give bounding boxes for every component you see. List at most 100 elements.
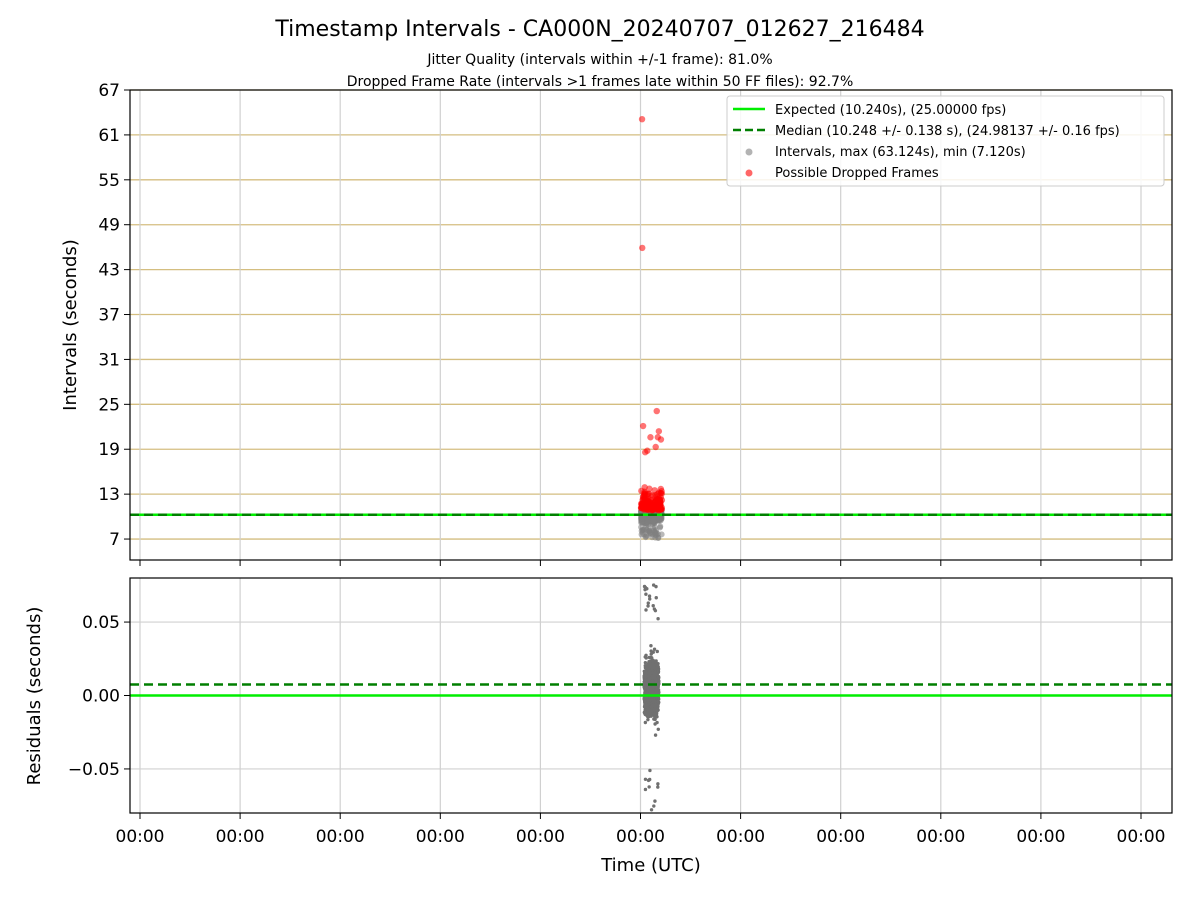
dropped-frame-point [646, 490, 653, 497]
residual-point [644, 608, 648, 612]
residual-point [653, 799, 657, 803]
residual-point [653, 715, 657, 719]
top-ytick-label: 7 [109, 530, 120, 550]
dropped-frame-point [639, 244, 646, 252]
legend-median-label: Median (10.248 +/- 0.138 s), (24.98137 +… [775, 124, 1120, 139]
residual-point [644, 685, 649, 689]
residual-point [646, 717, 650, 722]
top-ytick-label: 61 [98, 126, 120, 146]
dropped-frame-point [658, 496, 666, 504]
bottom-xtick-label: 00:00 [216, 827, 265, 847]
dropped-frame-point [651, 487, 658, 494]
residual-point [655, 664, 660, 668]
dropped-frame-point [657, 436, 665, 443]
residual-point [657, 681, 661, 686]
residual-point [653, 667, 658, 671]
residual-point [643, 660, 648, 665]
residual-point [649, 655, 653, 660]
residual-point [653, 712, 657, 716]
residual-point [657, 700, 661, 705]
legend-intervals-label: Intervals, max (63.124s), min (7.120s) [775, 145, 1026, 160]
top-ytick-label: 13 [98, 485, 120, 505]
bottom-ytick-label: 0.00 [82, 687, 120, 707]
residual-point [655, 649, 659, 654]
bottom-scatter [642, 583, 661, 812]
residual-point [646, 778, 651, 783]
dropped-frame-point [658, 487, 665, 495]
residual-point [649, 649, 653, 653]
residual-point [654, 677, 658, 681]
dropped-frame-point [642, 449, 649, 456]
residual-point [656, 782, 660, 786]
bottom-xtick-label: 00:00 [316, 827, 365, 847]
bottom-xtick-label: 00:00 [916, 827, 965, 847]
bottom-xtick-label: 00:00 [716, 827, 765, 847]
dropped-frame-point [647, 434, 654, 441]
residual-point [653, 671, 657, 675]
residual-point [645, 697, 649, 701]
residual-point [643, 674, 647, 679]
residual-point [643, 689, 647, 693]
top-ylabel: Intervals (seconds) [60, 239, 81, 411]
intervals-panel: 7 13 19 25 31 37 43 49 55 61 67 Intervals (seconds… [60, 81, 1173, 566]
bottom-xticks: 00:00 00:00 00:00 00:00 00:00 00:00 00:00 00:00… [116, 813, 1166, 847]
top-ytick-label: 67 [98, 81, 120, 101]
residual-point [643, 655, 647, 659]
residual-point [652, 804, 656, 808]
residual-point [651, 604, 655, 608]
residual-point [647, 702, 651, 706]
residual-point [643, 711, 647, 715]
top-ytick-label: 31 [98, 350, 120, 370]
bottom-xtick-label: 00:00 [616, 827, 665, 847]
residual-point [651, 583, 656, 587]
top-ytick-label: 49 [98, 216, 120, 236]
residual-point [649, 705, 654, 709]
residual-point [646, 601, 650, 605]
chart-subtitle-2: Dropped Frame Rate (intervals >1 frames … [347, 74, 854, 90]
residual-point [654, 596, 658, 600]
residual-point [655, 688, 659, 692]
residual-point [655, 720, 659, 725]
residual-point [651, 696, 656, 700]
residual-point [643, 777, 648, 781]
residual-point [649, 808, 654, 812]
dropped-frame-point [652, 443, 659, 451]
residual-point [652, 647, 657, 651]
residual-point [643, 720, 648, 725]
residual-point [656, 691, 661, 695]
residual-point [656, 727, 660, 731]
top-ytick-label: 37 [98, 306, 120, 326]
dropped-frame-point [653, 407, 660, 415]
dropped-frame-point [646, 495, 653, 502]
legend-dropped-marker [745, 169, 753, 177]
residual-point [652, 700, 656, 704]
top-ytick-label: 55 [98, 171, 120, 191]
bottom-xtick-label: 00:00 [1016, 827, 1065, 847]
top-axes-frame [129, 89, 1173, 561]
dropped-frame-point [646, 485, 653, 492]
dropped-frame-point [658, 506, 666, 513]
residual-point [649, 644, 653, 648]
residual-point [642, 584, 647, 589]
residual-point [644, 592, 648, 596]
legend-expected-label: Expected (10.240s), (25.00000 fps) [775, 103, 1006, 118]
residual-point [653, 733, 658, 737]
interval-point [638, 518, 645, 525]
residual-point [643, 587, 647, 592]
residual-point [648, 710, 652, 715]
interval-point [652, 527, 659, 534]
residuals-panel: −0.050.000.05 00:00 00:00 00:00 00:00 00:00 0… [24, 577, 1173, 876]
residual-point [643, 787, 648, 792]
dropped-frame-point [645, 504, 652, 511]
bottom-ytick-label: 0.05 [82, 613, 120, 633]
dropped-frame-point [649, 499, 656, 507]
interval-point [653, 532, 660, 539]
interval-point [643, 526, 650, 533]
chart-title: Timestamp Intervals - CA000N_20240707_01… [274, 17, 924, 42]
bottom-yticks: −0.05 0.00 0.05 [68, 613, 130, 780]
bottom-xtick-label: 00:00 [1117, 827, 1166, 847]
bottom-xtick-label: 00:00 [516, 827, 565, 847]
interval-point [644, 519, 651, 526]
interval-point [642, 534, 649, 541]
residual-point [653, 608, 658, 613]
